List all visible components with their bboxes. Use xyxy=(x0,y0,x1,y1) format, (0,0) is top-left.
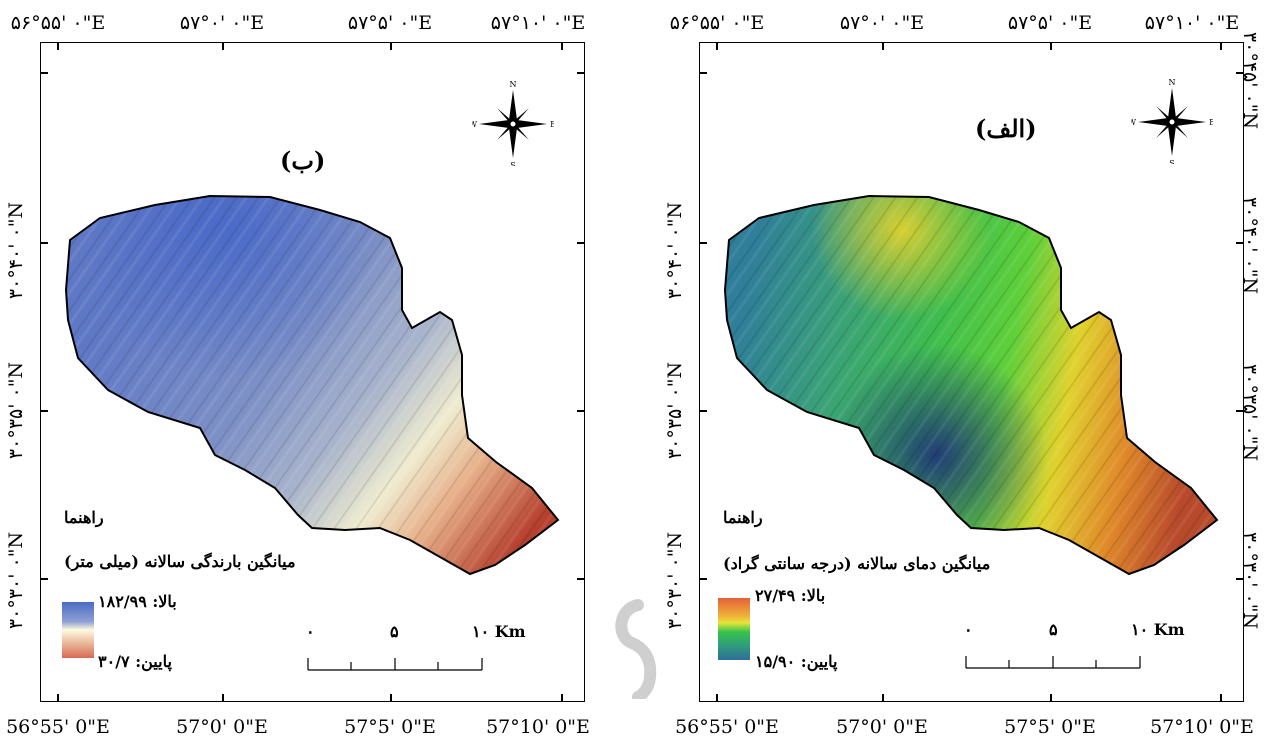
bottom-coord-label: 56°55' 0"E xyxy=(6,716,110,738)
scale-label-5: ۵ xyxy=(390,622,399,641)
compass-e: E xyxy=(1209,118,1213,127)
compass-s: S xyxy=(1169,159,1174,164)
top-coord-label: ۵۶°۵۵' ۰"E xyxy=(669,12,765,34)
compass-w: W xyxy=(472,120,478,129)
legend-high-label: بالا: ۱۸۲/۹۹ xyxy=(98,592,177,611)
scale-label-10: ۱۰ Km xyxy=(1131,620,1185,639)
panel-title: (ب) xyxy=(280,146,326,175)
legend-heading: راهنما xyxy=(723,508,763,527)
top-coord-label: ۵۷°۰' ۰"E xyxy=(839,12,925,34)
scale-label-5: ۵ xyxy=(1049,620,1058,639)
bottom-coord-label: 57°5' 0"E xyxy=(1004,716,1096,738)
precipitation-basin-map xyxy=(64,194,560,576)
top-coord-label: ۵۷°۱۰' ۰"E xyxy=(490,12,586,34)
compass-w: W xyxy=(1131,118,1137,127)
compass-e: E xyxy=(550,120,554,129)
compass-rose-icon: N S E W xyxy=(1131,78,1213,164)
panel-title: (الف) xyxy=(975,114,1037,143)
bottom-coord-label: 57°5' 0"E xyxy=(344,716,436,738)
watermark-glyph-icon xyxy=(615,599,657,699)
temperature-color-ramp xyxy=(718,598,750,660)
precipitation-map-panel: ۵۶°۵۵' ۰"E ۵۷°۰' ۰"E ۵۷°۵' ۰"E ۵۷°۱۰' ۰"… xyxy=(6,12,590,738)
temperature-basin-map xyxy=(723,194,1219,576)
compass-rose-icon: N S E W xyxy=(472,80,554,166)
legend-low-label: پایین: ۱۵/۹۰ xyxy=(755,652,838,671)
top-coord-label: ۵۷°۵' ۰"E xyxy=(347,12,433,34)
precipitation-color-ramp xyxy=(62,602,94,658)
scale-label-0: ۰ xyxy=(306,622,315,641)
top-coord-label: ۵۶°۵۵' ۰"E xyxy=(10,12,106,34)
scale-label-0: ۰ xyxy=(964,620,973,639)
top-coord-label: ۵۷°۰' ۰"E xyxy=(179,12,265,34)
legend-heading: راهنما xyxy=(64,508,104,527)
legend-high-label: بالا: ۲۷/۴۹ xyxy=(755,586,826,605)
top-coord-label: ۵۷°۱۰' ۰"E xyxy=(1144,12,1240,34)
bottom-coord-label: 57°0' 0"E xyxy=(836,716,928,738)
legend-title: میانگین دمای سالانه (درجه سانتی گراد) xyxy=(723,554,991,573)
compass-n: N xyxy=(1169,78,1176,87)
top-coord-label: ۵۷°۵' ۰"E xyxy=(1007,12,1093,34)
bottom-coord-label: 57°10' 0"E xyxy=(1150,716,1254,738)
legend-low-label: پایین: ۳۰/۷ xyxy=(98,652,172,671)
bottom-coord-label: 57°10' 0"E xyxy=(486,716,590,738)
bottom-coord-label: 57°0' 0"E xyxy=(176,716,268,738)
scale-bar xyxy=(965,656,1141,669)
temperature-map-panel: ۵۶°۵۵' ۰"E ۵۷°۰' ۰"E ۵۷°۵' ۰"E ۵۷°۱۰' ۰"… xyxy=(637,0,1274,749)
legend-title: میانگین بارندگی سالانه (میلی متر) xyxy=(64,552,296,571)
scale-label-10: ۱۰ Km xyxy=(472,622,526,641)
compass-n: N xyxy=(510,80,517,89)
compass-s: S xyxy=(510,161,515,166)
bottom-coord-label: 56°55' 0"E xyxy=(675,716,779,738)
scale-bar xyxy=(307,658,483,671)
